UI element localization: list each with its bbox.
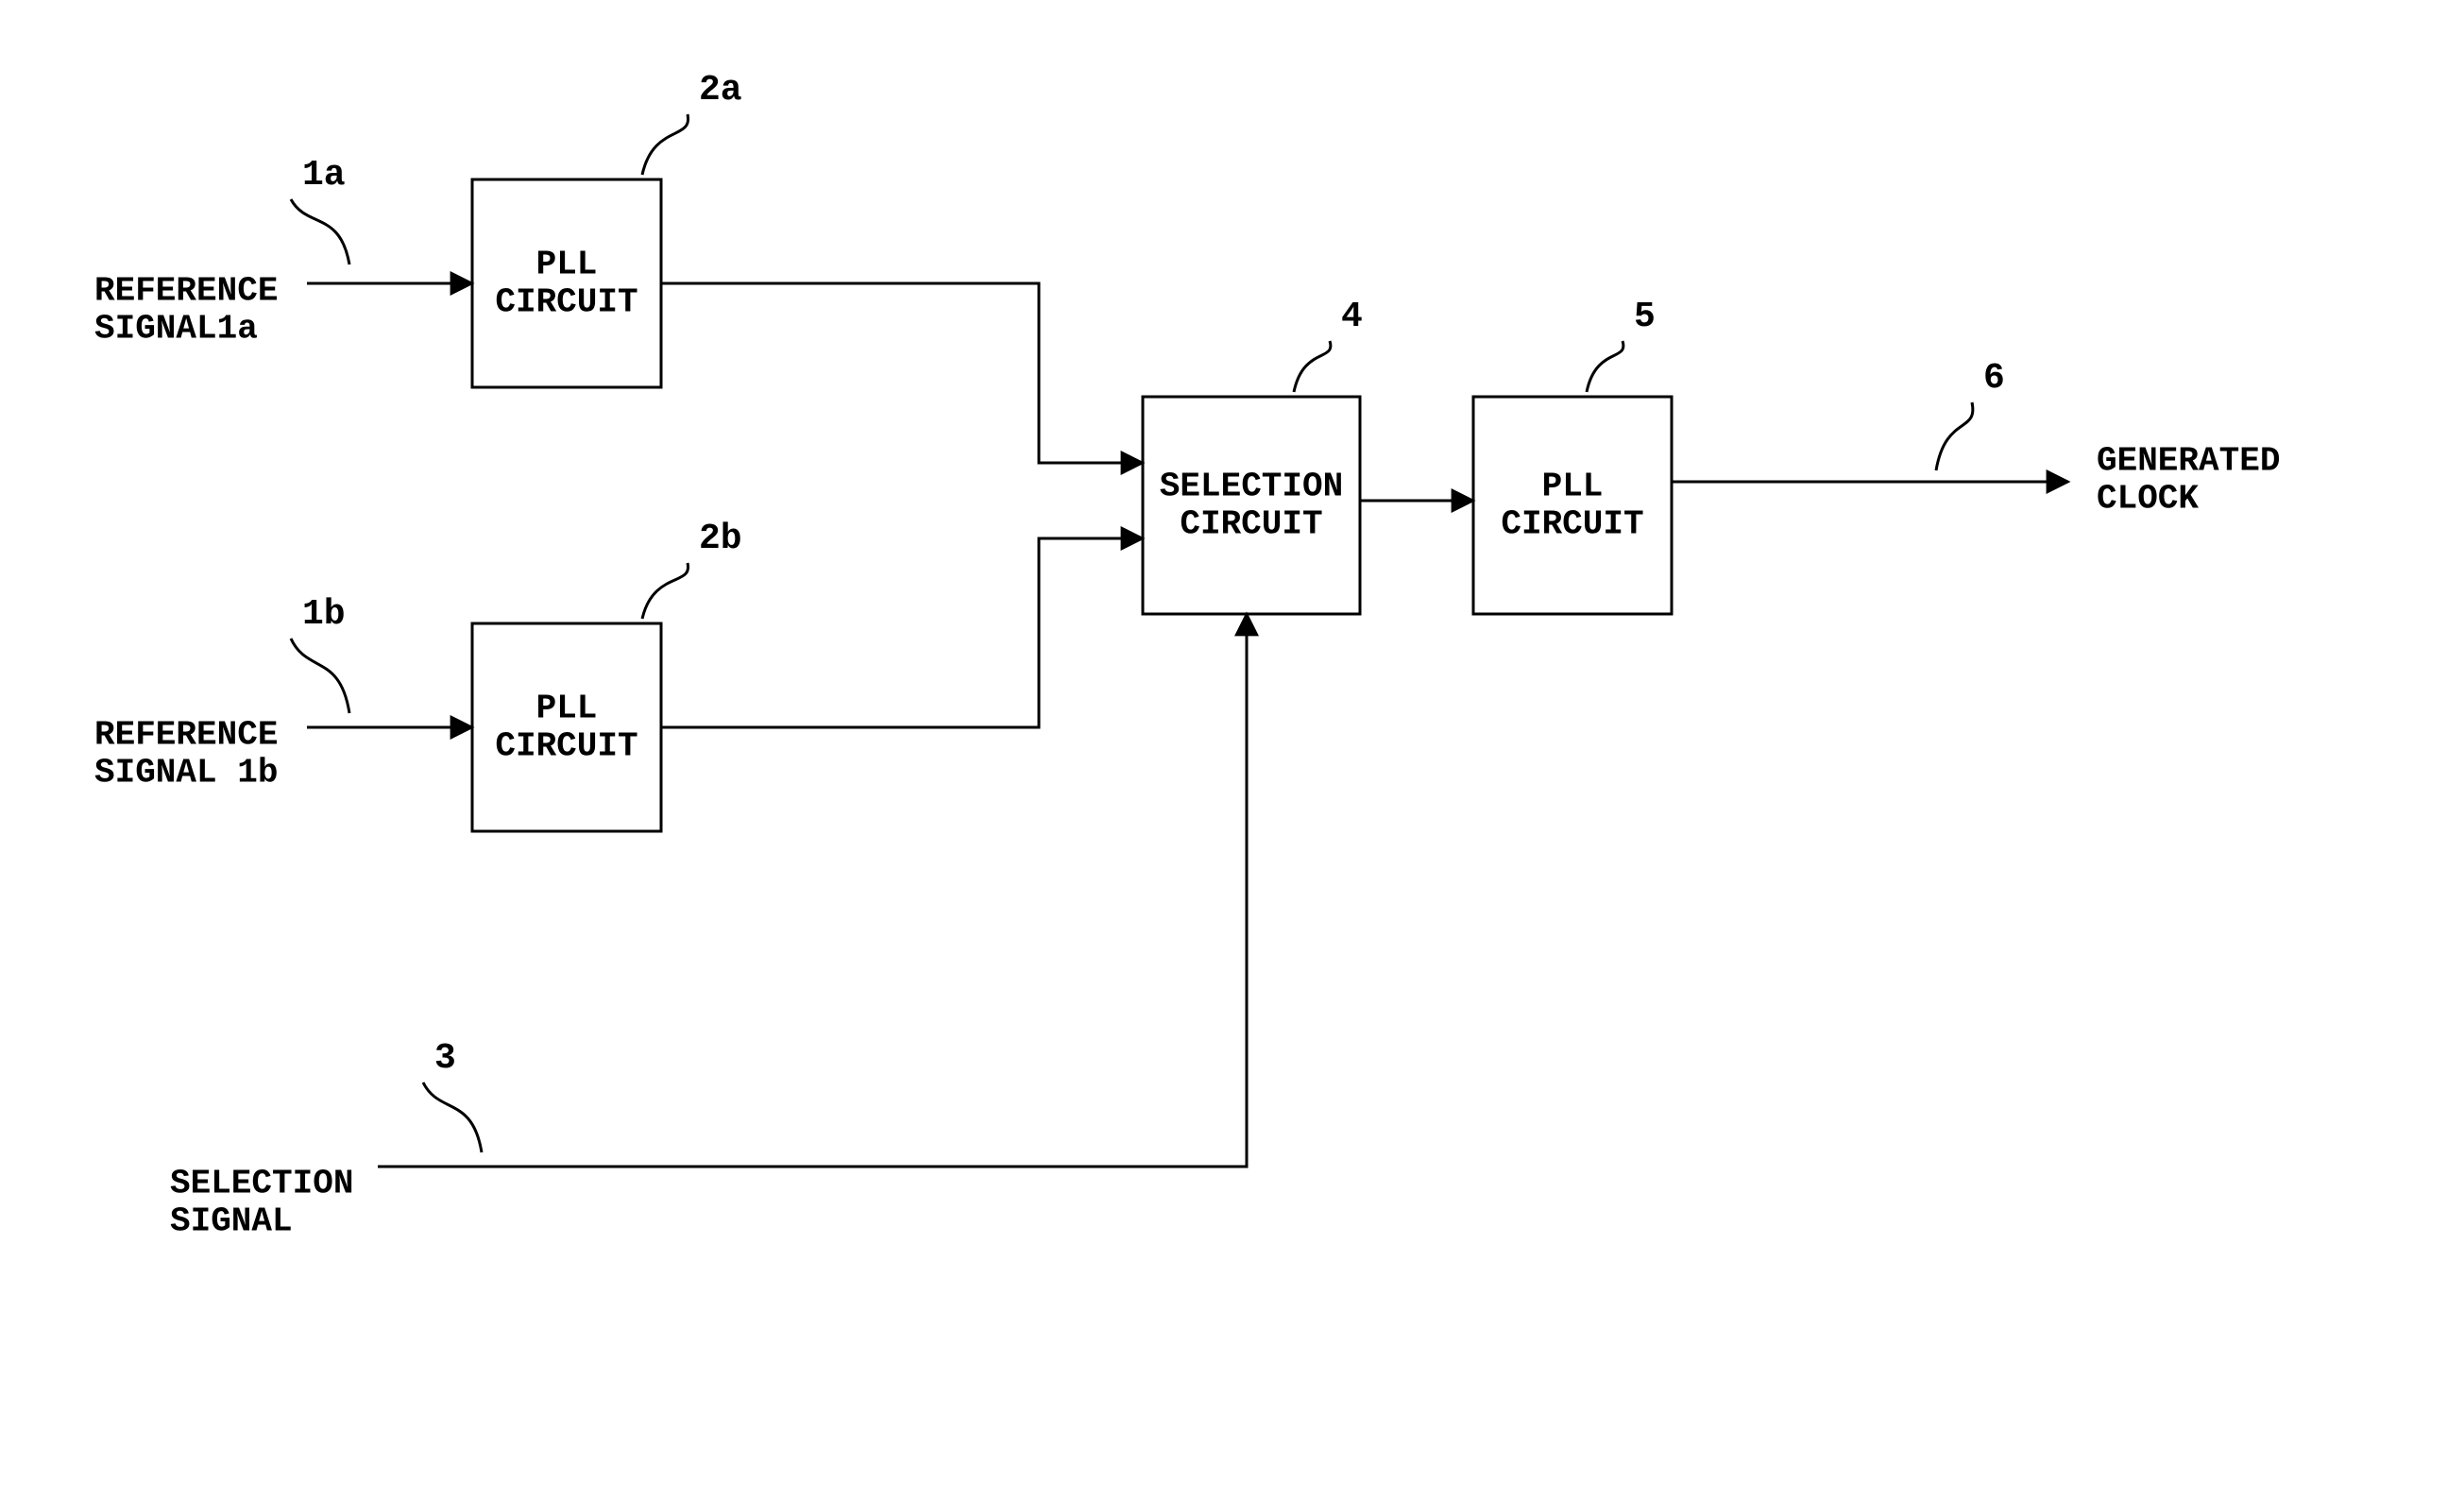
callout-leader-c2a (642, 114, 688, 175)
block-label-sel-1: CIRCUIT (1180, 505, 1322, 544)
callout-leader-c6 (1936, 402, 1973, 470)
callout-leader-c1b (291, 639, 349, 713)
callout-label-c2b: 2b (699, 519, 742, 559)
callout-label-c4: 4 (1341, 297, 1363, 337)
callout-leader-c3 (423, 1082, 482, 1152)
callout-label-c3: 3 (434, 1038, 456, 1079)
callout-leader-c4 (1294, 341, 1331, 392)
callout-label-c2a: 2a (699, 70, 742, 111)
io-label-ref_a-0: REFERENCE (94, 272, 278, 311)
io-label-selsig-0: SELECTION (170, 1165, 353, 1203)
io-label-out-0: GENERATED (2097, 442, 2280, 481)
io-label-selsig-1: SIGNAL (170, 1202, 293, 1241)
callout-label-c5: 5 (1634, 297, 1656, 337)
wire-pll_b_to_sel (661, 538, 1143, 727)
block-label-pll_b-1: CIRCUIT (495, 727, 637, 766)
io-label-ref_b-1: SIGNAL 1b (94, 754, 278, 793)
block-label-pll_out-1: CIRCUIT (1501, 505, 1643, 544)
block-label-sel-0: SELECTION (1160, 468, 1343, 506)
wire-selsig_to_sel (378, 614, 1247, 1167)
callout-leader-c1a (291, 199, 349, 264)
callout-leader-c2b (642, 563, 688, 619)
io-label-ref_b-0: REFERENCE (94, 716, 278, 755)
io-label-ref_a-1: SIGNAL1a (94, 310, 258, 349)
callout-leader-c5 (1587, 341, 1623, 392)
block-label-pll_a-1: CIRCUIT (495, 283, 637, 322)
block-label-pll_out-0: PLL (1542, 468, 1604, 506)
wire-pll_a_to_sel (661, 283, 1143, 463)
callout-label-c6: 6 (1983, 358, 2005, 399)
block-label-pll_a-0: PLL (536, 246, 598, 284)
callout-label-c1a: 1a (302, 155, 346, 196)
block-diagram: PLLCIRCUITPLLCIRCUITSELECTIONCIRCUITPLLC… (0, 0, 2464, 1500)
block-label-pll_b-0: PLL (536, 690, 598, 728)
io-label-out-1: CLOCK (2097, 480, 2199, 519)
callout-label-c1b: 1b (302, 594, 346, 635)
